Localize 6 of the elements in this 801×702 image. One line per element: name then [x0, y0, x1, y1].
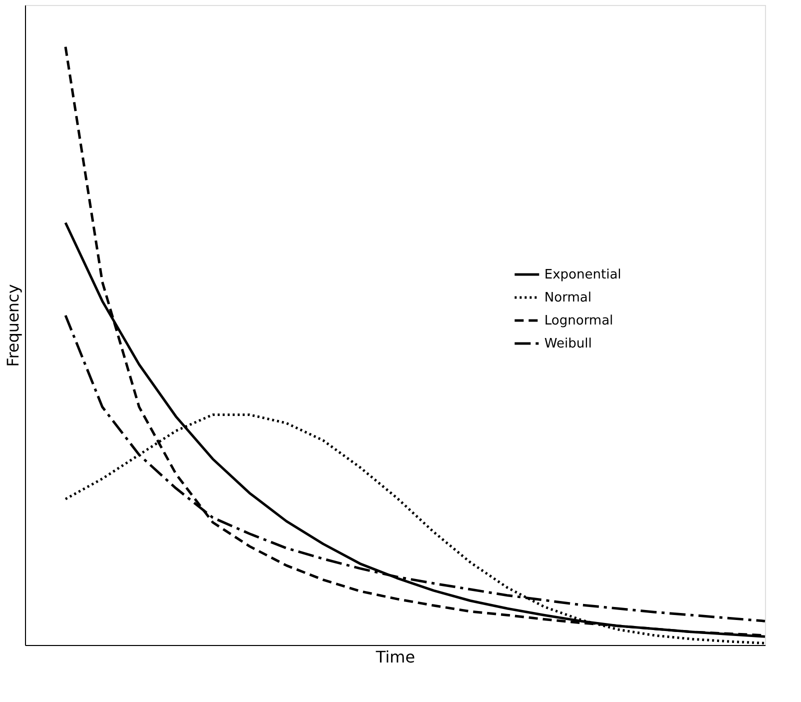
legend-label: Exponential — [544, 268, 622, 282]
legend-label: Normal — [544, 290, 592, 306]
x-axis-title: Time — [374, 648, 416, 666]
legend-label: Lognormal — [544, 314, 614, 328]
legend-label: Weibull — [544, 336, 592, 352]
y-axis-title: Frequency — [4, 284, 22, 367]
